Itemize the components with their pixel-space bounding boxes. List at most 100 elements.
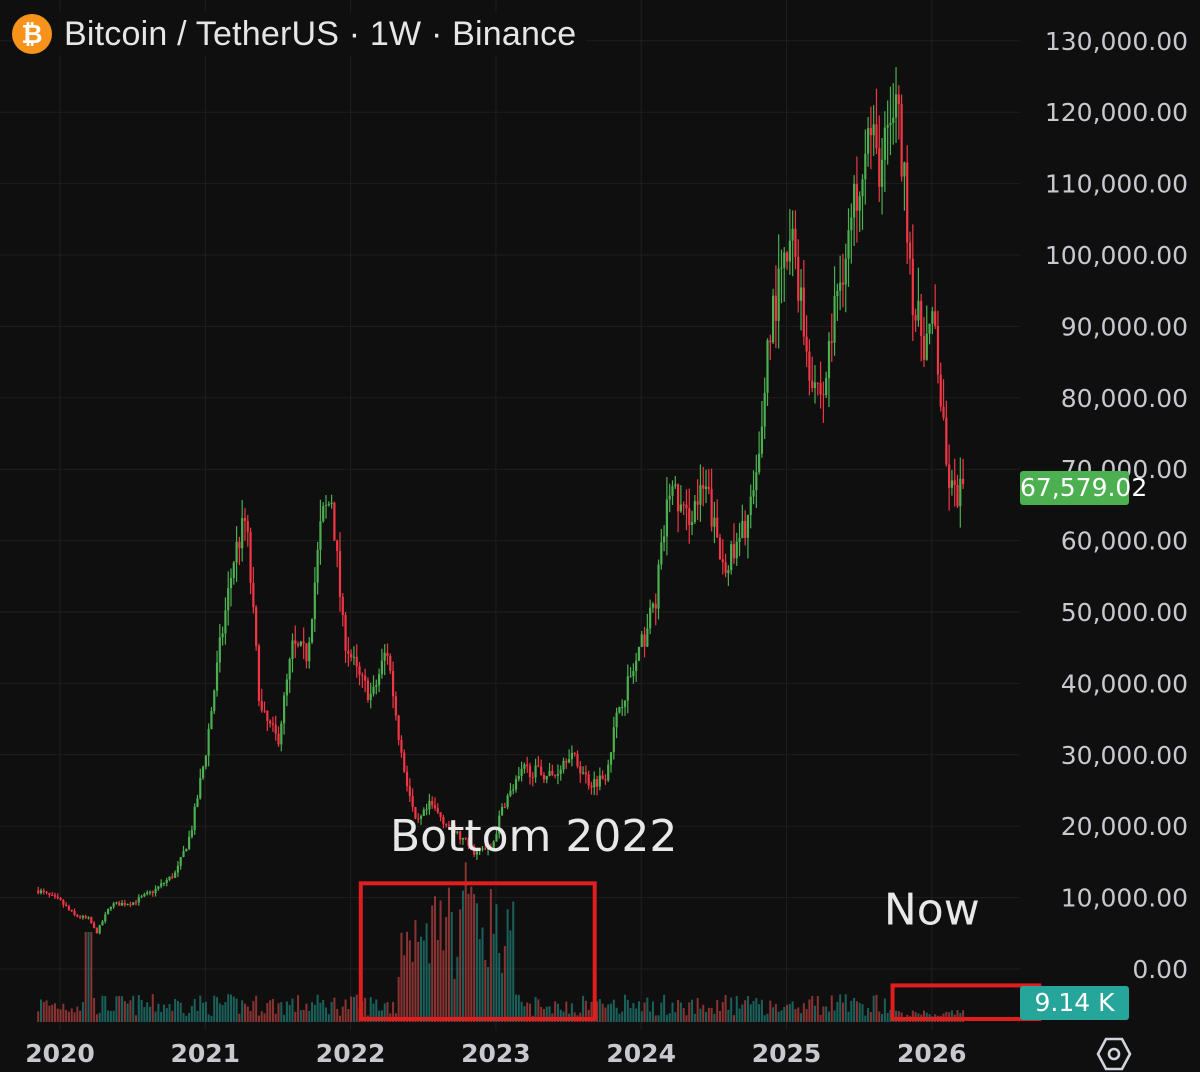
candle — [372, 675, 375, 697]
volume-bar — [364, 997, 367, 1022]
candle — [506, 793, 509, 810]
candle — [777, 234, 780, 349]
candle — [271, 716, 275, 732]
candle — [894, 67, 898, 143]
volume-bar — [520, 1001, 523, 1022]
candle — [704, 469, 708, 504]
volume-bar — [822, 1006, 825, 1022]
y-tick-label: 0.00 — [1132, 955, 1188, 984]
volume-bar — [143, 1007, 146, 1022]
candle — [841, 253, 845, 308]
x-tick-label: 2021 — [171, 1039, 241, 1068]
candle — [319, 499, 322, 565]
candle — [391, 661, 395, 709]
volume-bar — [319, 1002, 322, 1022]
candle — [833, 266, 836, 356]
volume-bar — [637, 1001, 640, 1022]
volume-bar — [112, 1010, 115, 1022]
candle — [520, 761, 523, 782]
candle — [808, 339, 811, 396]
volume-bar — [95, 1014, 98, 1022]
volume-bar — [230, 994, 233, 1022]
volume-bar — [596, 1001, 599, 1022]
volume-bar — [336, 1008, 339, 1022]
volume-bar — [808, 999, 811, 1022]
candle — [548, 762, 551, 777]
volume-bar — [447, 887, 450, 1022]
candle — [37, 886, 40, 895]
volume-bar — [70, 1008, 73, 1022]
candle — [347, 637, 350, 667]
candle — [570, 745, 574, 767]
candle — [755, 454, 758, 508]
candle — [481, 845, 484, 852]
candle — [635, 652, 638, 682]
symbol-title[interactable]: Bitcoin / TetherUS · 1W · Binance — [64, 14, 577, 53]
candle — [322, 502, 325, 523]
volume-bar — [839, 994, 842, 1022]
candle — [101, 919, 104, 926]
candle — [470, 845, 473, 847]
volume-bar — [403, 955, 406, 1022]
volume-bar — [763, 1015, 766, 1022]
candle — [369, 682, 372, 709]
volume-bar — [464, 862, 467, 1022]
candle — [405, 765, 409, 792]
candle — [716, 499, 719, 538]
candle — [338, 532, 342, 612]
candle — [453, 820, 456, 834]
candle — [246, 515, 249, 547]
candle — [302, 627, 305, 660]
volume-bar — [610, 1003, 613, 1022]
volume-bar — [786, 1004, 789, 1022]
candle — [939, 362, 942, 412]
volume-bar — [199, 995, 202, 1022]
volume-bar — [330, 1001, 333, 1022]
volume-bar — [696, 997, 699, 1022]
candle — [500, 803, 504, 816]
candle — [710, 468, 713, 532]
candle — [336, 539, 339, 568]
candle — [626, 664, 629, 714]
volume-bar — [604, 1007, 607, 1022]
candle — [313, 567, 316, 632]
candle — [442, 814, 445, 829]
candle — [766, 338, 769, 407]
x-tick-label: 2023 — [461, 1039, 531, 1068]
candle — [805, 315, 808, 368]
candle — [305, 642, 308, 669]
candle — [925, 305, 928, 361]
candle — [889, 86, 892, 156]
candle — [579, 761, 582, 783]
candle — [576, 750, 579, 769]
volume-bar — [420, 936, 423, 1022]
volume-bar — [523, 1006, 526, 1022]
volume-bar — [540, 1006, 543, 1022]
volume-bar — [216, 997, 219, 1022]
hexagon-gear-icon[interactable] — [1096, 1036, 1132, 1072]
candle — [157, 885, 160, 891]
candle — [718, 533, 722, 560]
candle — [554, 774, 557, 779]
volume-bar — [858, 1002, 861, 1022]
annotation-label-1: Now — [884, 885, 980, 936]
volume-bar — [886, 1012, 889, 1022]
volume-bar — [805, 1008, 808, 1022]
volume-bar — [176, 1001, 179, 1022]
last-price-tag: 67,579.02 — [1020, 471, 1147, 505]
volume-bar — [59, 1009, 62, 1022]
annotation-label-0: Bottom 2022 — [390, 811, 677, 862]
volume-bar — [590, 1001, 593, 1022]
volume-bar — [271, 998, 274, 1022]
candle — [721, 539, 724, 575]
volume-bar — [90, 932, 93, 1022]
volume-bar — [190, 1005, 193, 1022]
volume-bar — [107, 1010, 110, 1022]
candle — [540, 759, 543, 776]
candle — [693, 494, 696, 524]
volume-bar — [48, 1005, 51, 1022]
candle — [492, 840, 495, 850]
candle — [235, 526, 238, 582]
candle — [699, 464, 702, 522]
